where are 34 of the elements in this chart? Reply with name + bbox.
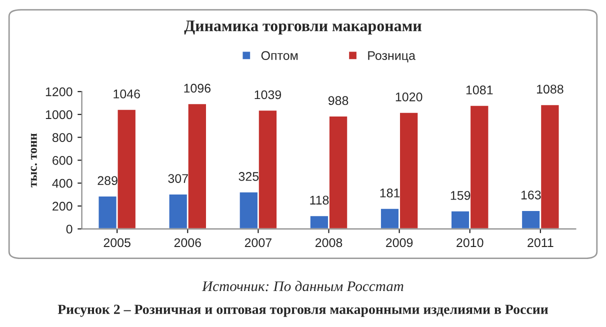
x-tick-label: 2008	[315, 238, 342, 248]
y-tick-label: 600	[52, 156, 72, 165]
data-label: 1088	[537, 84, 564, 94]
data-label: 325	[238, 172, 259, 181]
text: Источник: По данным Росстат	[202, 280, 404, 292]
data-label: 1020	[396, 92, 422, 102]
x-tick-label: 2007	[244, 238, 272, 248]
data-label: 159	[450, 191, 470, 200]
x-tick-label: 2005	[104, 238, 130, 248]
data-label: 118	[310, 196, 329, 205]
data-label: 1096	[184, 84, 211, 93]
x-tick-label: 2006	[174, 238, 201, 248]
y-tick-label: 1200	[46, 87, 72, 96]
data-label: 1039	[254, 90, 282, 100]
x-tick-label: 2009	[386, 238, 413, 248]
data-label: 1046	[114, 90, 140, 98]
data-label: 307	[168, 174, 188, 183]
data-label: 988	[328, 96, 348, 106]
y-tick-label: 1000	[46, 110, 72, 120]
data-label: 163	[521, 190, 541, 200]
text: Рисунок 2 – Розничная и оптовая торговля макаронными изделиями в России	[58, 304, 548, 317]
chart-title: Динамика торговли макаронами	[184, 20, 422, 34]
x-tick-label: 2010	[456, 238, 484, 248]
y-axis-title: тыс. тонн	[30, 133, 37, 188]
legend-label: Розница	[368, 51, 416, 62]
y-tick-label: 400	[52, 178, 72, 188]
data-label: 1081	[466, 86, 493, 94]
y-tick-label: 0	[66, 224, 72, 234]
y-tick-label: 200	[52, 202, 72, 211]
data-label: 289	[98, 176, 118, 186]
data-label: 181	[380, 188, 400, 198]
y-tick-label: 800	[52, 133, 72, 142]
x-tick-label: 2011	[528, 238, 554, 248]
legend-label: Оптом	[261, 51, 298, 60]
